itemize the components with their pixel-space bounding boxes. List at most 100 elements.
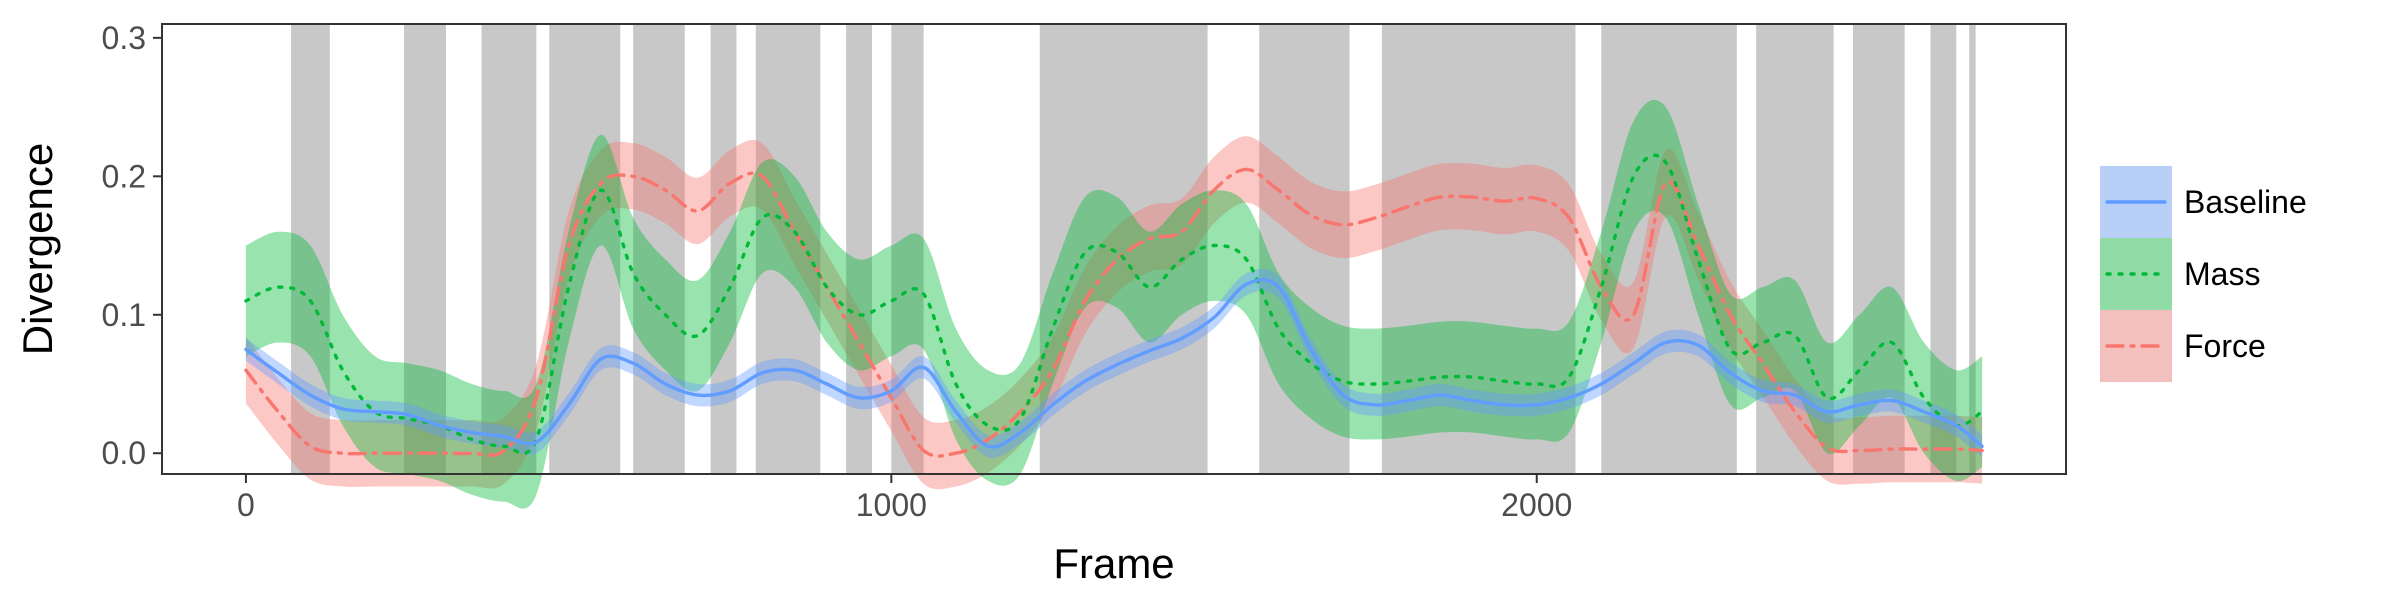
data-point-force	[1826, 446, 1828, 448]
data-point-mass	[567, 286, 569, 288]
plot-panel-border	[161, 23, 2067, 475]
band-force	[245, 136, 1983, 490]
data-point-mass	[697, 334, 699, 336]
data-point-baseline	[1761, 390, 1763, 392]
data-point-force	[1439, 196, 1441, 198]
data-point-baseline	[1019, 431, 1021, 433]
data-point-mass	[890, 300, 892, 302]
data-point-baseline	[826, 383, 828, 385]
data-point-mass	[1665, 161, 1667, 163]
data-point-mass	[1826, 397, 1828, 399]
data-point-force	[890, 397, 892, 399]
data-point-baseline	[1181, 337, 1183, 339]
data-point-mass	[1761, 341, 1763, 343]
data-point-mass	[987, 424, 989, 426]
legend-item-baseline: Baseline	[2100, 166, 2307, 238]
data-point-baseline	[1826, 410, 1828, 412]
data-point-force	[1148, 237, 1150, 239]
data-point-baseline	[922, 366, 924, 368]
y-tick-label: 0.0	[102, 435, 146, 471]
data-point-mass	[1729, 348, 1731, 350]
data-point-baseline	[1729, 372, 1731, 374]
data-point-force	[1568, 217, 1570, 219]
data-point-mass	[503, 445, 505, 447]
data-point-mass	[761, 217, 763, 219]
x-tick-label: 2000	[1501, 487, 1572, 523]
x-tick-label: 1000	[856, 487, 927, 523]
legend: Baseline Mass Force	[2100, 166, 2307, 382]
shaded-region	[1756, 24, 1834, 474]
x-axis: 0 1000 2000	[237, 474, 1572, 523]
data-point-force	[1277, 189, 1279, 191]
data-point-force	[1503, 200, 1505, 202]
data-point-mass	[955, 383, 957, 385]
line-force	[244, 167, 1984, 458]
data-point-baseline	[1471, 399, 1473, 401]
data-point-baseline	[890, 390, 892, 392]
data-point-force	[1794, 410, 1796, 412]
y-axis-title: Divergence	[14, 143, 61, 355]
data-point-baseline	[503, 435, 505, 437]
data-point-baseline	[1213, 316, 1215, 318]
data-point-mass	[406, 417, 408, 419]
data-point-mass	[1181, 258, 1183, 260]
data-point-force	[729, 182, 731, 184]
data-point-baseline	[761, 372, 763, 374]
data-point-baseline	[1923, 410, 1925, 412]
data-point-baseline	[374, 410, 376, 412]
data-point-mass	[1923, 397, 1925, 399]
data-point-baseline	[471, 431, 473, 433]
data-point-force	[503, 449, 505, 451]
data-point-mass	[1277, 327, 1279, 329]
data-point-force	[1665, 182, 1667, 184]
data-point-force	[1342, 224, 1344, 226]
data-point-force	[1213, 189, 1215, 191]
data-point-force	[1891, 448, 1893, 450]
data-point-baseline	[1148, 350, 1150, 352]
data-point-baseline	[438, 424, 440, 426]
data-point-baseline	[1277, 286, 1279, 288]
data-point-force	[600, 182, 602, 184]
data-point-baseline	[793, 369, 795, 371]
shaded-region	[549, 24, 621, 474]
data-point-mass	[1342, 380, 1344, 382]
data-point-mass	[342, 369, 344, 371]
data-point-baseline	[277, 372, 279, 374]
y-axis: 0.0 0.1 0.2 0.3	[102, 20, 162, 471]
data-point-mass	[1858, 369, 1860, 371]
data-point-baseline	[535, 441, 537, 443]
legend-item-mass: Mass	[2100, 238, 2260, 310]
x-tick-label: 0	[237, 487, 255, 523]
line-mass	[244, 153, 1984, 455]
data-point-baseline	[664, 383, 666, 385]
plot-area	[161, 23, 2067, 509]
data-point-mass	[1245, 258, 1247, 260]
data-point-force	[535, 397, 537, 399]
data-point-baseline	[1955, 424, 1957, 426]
data-point-force	[245, 369, 247, 371]
shaded-region	[710, 24, 737, 474]
data-point-mass	[632, 272, 634, 274]
data-point-force	[1761, 362, 1763, 364]
shaded-region	[404, 24, 446, 474]
shaded-region	[1853, 24, 1905, 474]
data-point-mass	[729, 286, 731, 288]
data-point-mass	[1600, 286, 1602, 288]
data-point-force	[1923, 448, 1925, 450]
data-point-baseline	[729, 390, 731, 392]
legend-label: Mass	[2184, 256, 2260, 292]
data-point-mass	[1794, 334, 1796, 336]
data-point-mass	[1310, 362, 1312, 364]
data-point-force	[406, 452, 408, 454]
data-point-force	[471, 452, 473, 454]
data-point-mass	[309, 300, 311, 302]
data-point-baseline	[1858, 404, 1860, 406]
data-point-force	[438, 452, 440, 454]
band-mass	[245, 99, 1983, 509]
data-point-force	[1084, 300, 1086, 302]
data-point-baseline	[1310, 348, 1312, 350]
data-point-mass	[1084, 251, 1086, 253]
data-point-force	[1019, 410, 1021, 412]
legend-key-band	[2100, 238, 2172, 310]
data-point-baseline	[1084, 380, 1086, 382]
